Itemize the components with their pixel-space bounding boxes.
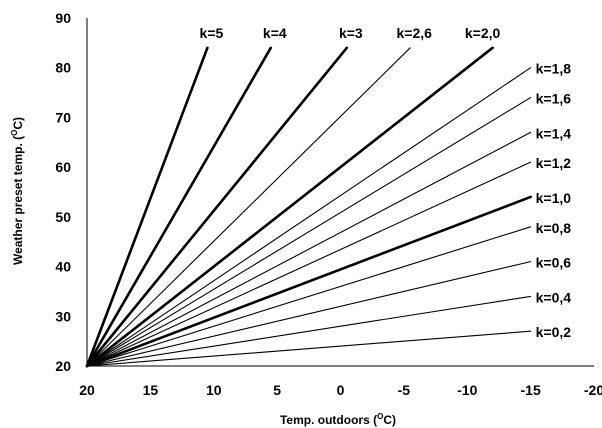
curve-labels: k=0,2 k=0,4 k=0,6 k=0,8 k=1,0 k=1,2 k=1,4 k=1,6… [200, 25, 572, 340]
curve-line [85, 46, 349, 368]
y-tick-label: 90 [55, 10, 71, 26]
curve-label: k=2,6 [396, 25, 432, 41]
x-tick-label: -10 [457, 382, 477, 398]
y-tick-label: 40 [55, 259, 71, 275]
x-tick-label: -5 [398, 382, 411, 398]
y-axis-title: Weather preset temp. (OC) [10, 117, 25, 265]
curve-label: k=0,2 [536, 324, 572, 340]
curve-line [86, 96, 532, 367]
y-tick-label: 50 [55, 209, 71, 225]
curve-label: k=1,8 [536, 61, 572, 77]
x-axis-title-degree: O [377, 412, 383, 421]
x-tick-label: -20 [584, 382, 602, 398]
plot-area [85, 46, 532, 368]
x-axis-title-unit: C) [383, 413, 396, 427]
y-tick-label: 60 [55, 159, 71, 175]
curve-label: k=1,4 [536, 125, 572, 141]
x-tick-label: 15 [143, 382, 159, 398]
x-tick-label: 10 [206, 382, 222, 398]
curve-line [86, 330, 532, 367]
x-axis-title-text: Temp. outdoors ( [280, 413, 377, 427]
y-tick-label: 70 [55, 109, 71, 125]
curve-label: k=2,0 [465, 25, 501, 41]
x-tick-label: -15 [521, 382, 541, 398]
x-axis-title: Temp. outdoors (OC) [280, 412, 396, 427]
axes [86, 18, 594, 367]
curve-label: k=4 [263, 25, 287, 41]
curve-line [85, 46, 494, 368]
curve-line [85, 46, 209, 368]
x-tick-label: 20 [79, 382, 95, 398]
curve-line [86, 226, 532, 367]
curve-label: k=1,6 [536, 91, 572, 107]
curve-label: k=5 [200, 25, 224, 41]
x-tick-label: 0 [337, 382, 345, 398]
curve-line [86, 295, 532, 367]
curve-line [85, 195, 532, 368]
curve-label: k=1,2 [536, 155, 572, 171]
curve-line [85, 46, 273, 368]
curve-label: k=0,6 [536, 255, 572, 271]
y-tick-label: 30 [55, 308, 71, 324]
curve-label: k=0,8 [536, 220, 572, 236]
y-tick-label: 20 [55, 358, 71, 374]
curve-label: k=3 [339, 25, 363, 41]
curve-line [86, 261, 532, 367]
curve-line [86, 131, 532, 367]
y-axis-title-unit: C) [11, 117, 25, 130]
y-tick-label: 80 [55, 60, 71, 76]
curve-line [86, 47, 411, 367]
x-tick-label: 5 [273, 382, 281, 398]
y-axis-title-degree: O [10, 130, 19, 136]
curve-line [86, 161, 532, 367]
curve-label: k=0,4 [536, 289, 572, 305]
y-axis-title-text: Weather preset temp. ( [11, 136, 25, 265]
curve-label: k=1,0 [536, 190, 572, 206]
curve-line [86, 67, 532, 367]
